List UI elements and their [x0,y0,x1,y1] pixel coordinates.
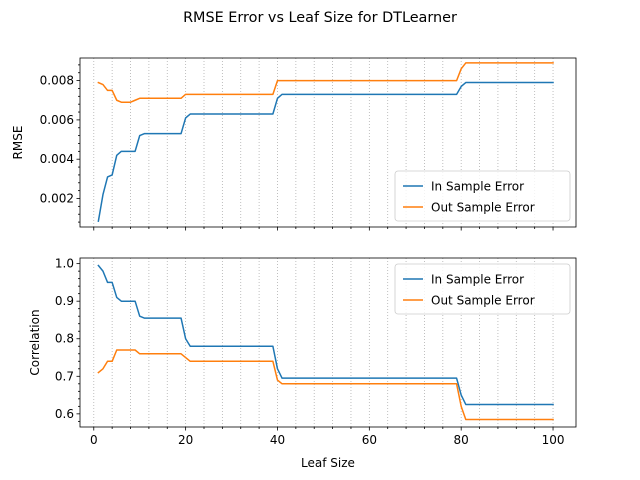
axes-frame [79,57,577,228]
y-tick-label: 0.8 [55,332,74,346]
x-axis-label: Leaf Size [301,456,355,470]
series-line-out-sample [97,62,554,103]
y-tick-label: 0.9 [55,294,74,308]
x-tick-label: 40 [270,433,285,447]
x-tick-label: 80 [454,433,469,447]
correlation-subplot: 0 20 40 60 80 100 0.6 0.7 0.8 0.9 1.0 Correlation Le… [28,257,577,470]
y-tick-label: 0.002 [40,192,74,206]
x-tick-label: 60 [362,433,377,447]
y-tick-label: 0.008 [40,74,74,88]
y-tick-label: 1.0 [55,257,74,271]
y-tick-label: 0.7 [55,369,74,383]
legend-frame [394,170,571,222]
legend-label-in-sample: In Sample Error [431,180,524,194]
figure-title: RMSE Error vs Leaf Size for DTLearner [183,10,457,26]
legend: In Sample Error Out Sample Error [394,263,571,315]
y-tick-label: 0.004 [40,152,74,166]
x-tick-label: 0 [90,433,98,447]
legend-label-out-sample: Out Sample Error [431,201,535,215]
rmse-subplot: 0.002 0.004 0.006 0.008 RMSE In Sample Error O… [11,57,577,231]
x-tick-label: 100 [542,433,565,447]
series-line-out-sample [97,349,554,421]
y-tick-label: 0.006 [40,113,74,127]
legend-frame [394,263,571,315]
y-tick-label: 0.6 [55,407,74,421]
legend: In Sample Error Out Sample Error [394,170,571,222]
axes-frame [79,257,577,428]
y-axis-label: RMSE [11,126,25,160]
legend-label-in-sample: In Sample Error [431,273,524,287]
y-axis-label: Correlation [28,309,42,375]
series-line-in-sample [97,264,554,406]
legend-label-out-sample: Out Sample Error [431,294,535,308]
series-line-in-sample [97,81,554,222]
x-tick-label: 20 [178,433,193,447]
